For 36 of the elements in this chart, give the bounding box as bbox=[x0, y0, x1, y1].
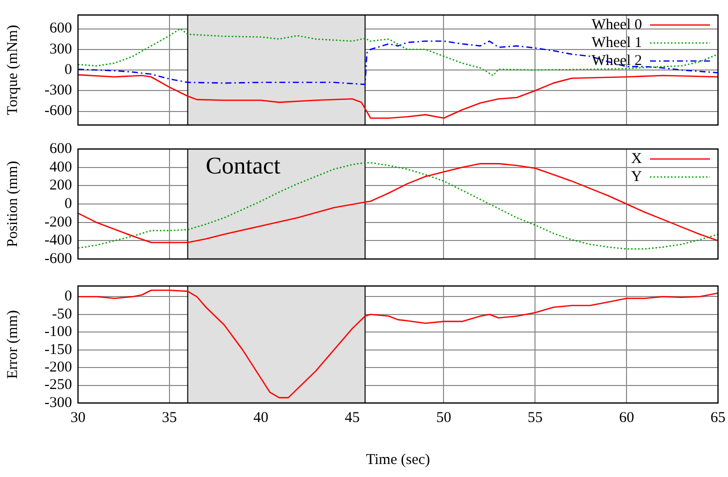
x-tick-label: 30 bbox=[70, 410, 86, 426]
y-axis-title: Torque (mNm) bbox=[4, 24, 21, 116]
y-tick-label: 300 bbox=[50, 41, 72, 58]
y-tick-label: -100 bbox=[44, 324, 72, 340]
y-tick-label: -50 bbox=[52, 306, 72, 322]
x-tick-label: 35 bbox=[162, 410, 177, 426]
y-tick-label: -150 bbox=[44, 342, 72, 358]
x-tick-label: 40 bbox=[253, 410, 268, 426]
y-tick-label: -200 bbox=[44, 359, 72, 376]
band-label: Contact bbox=[206, 153, 281, 180]
y-tick-label: 400 bbox=[50, 159, 72, 176]
y-tick-label: 600 bbox=[50, 140, 72, 157]
y-tick-label: -600 bbox=[44, 250, 72, 267]
x-tick-label: 50 bbox=[436, 410, 452, 426]
y-tick-label: -600 bbox=[44, 103, 72, 120]
x-tick-label: 55 bbox=[528, 410, 543, 426]
y-tick-label: -250 bbox=[44, 377, 72, 394]
y-axis-title: Error (mm) bbox=[4, 310, 21, 379]
x-tick-label: 65 bbox=[710, 410, 726, 426]
legend-label: Wheel 1 bbox=[592, 34, 642, 51]
y-tick-label: 200 bbox=[50, 178, 72, 194]
y-tick-label: 0 bbox=[64, 62, 72, 78]
legend-label: Y bbox=[631, 168, 642, 185]
y-tick-label: -400 bbox=[44, 232, 72, 249]
y-tick-label: -200 bbox=[44, 214, 72, 230]
x-tick-label: 60 bbox=[619, 410, 634, 426]
legend-label: Wheel 0 bbox=[592, 16, 642, 33]
y-tick-label: -300 bbox=[44, 82, 72, 99]
y-tick-label: -300 bbox=[44, 394, 72, 411]
x-tick-label: 45 bbox=[344, 410, 360, 426]
y-axis-title: Position (mm) bbox=[4, 160, 21, 248]
y-tick-label: 600 bbox=[50, 20, 72, 37]
y-tick-label: 0 bbox=[64, 196, 72, 212]
legend-label: X bbox=[631, 150, 642, 167]
y-tick-label: 0 bbox=[64, 288, 72, 305]
x-axis-title: Time (sec) bbox=[366, 452, 430, 468]
